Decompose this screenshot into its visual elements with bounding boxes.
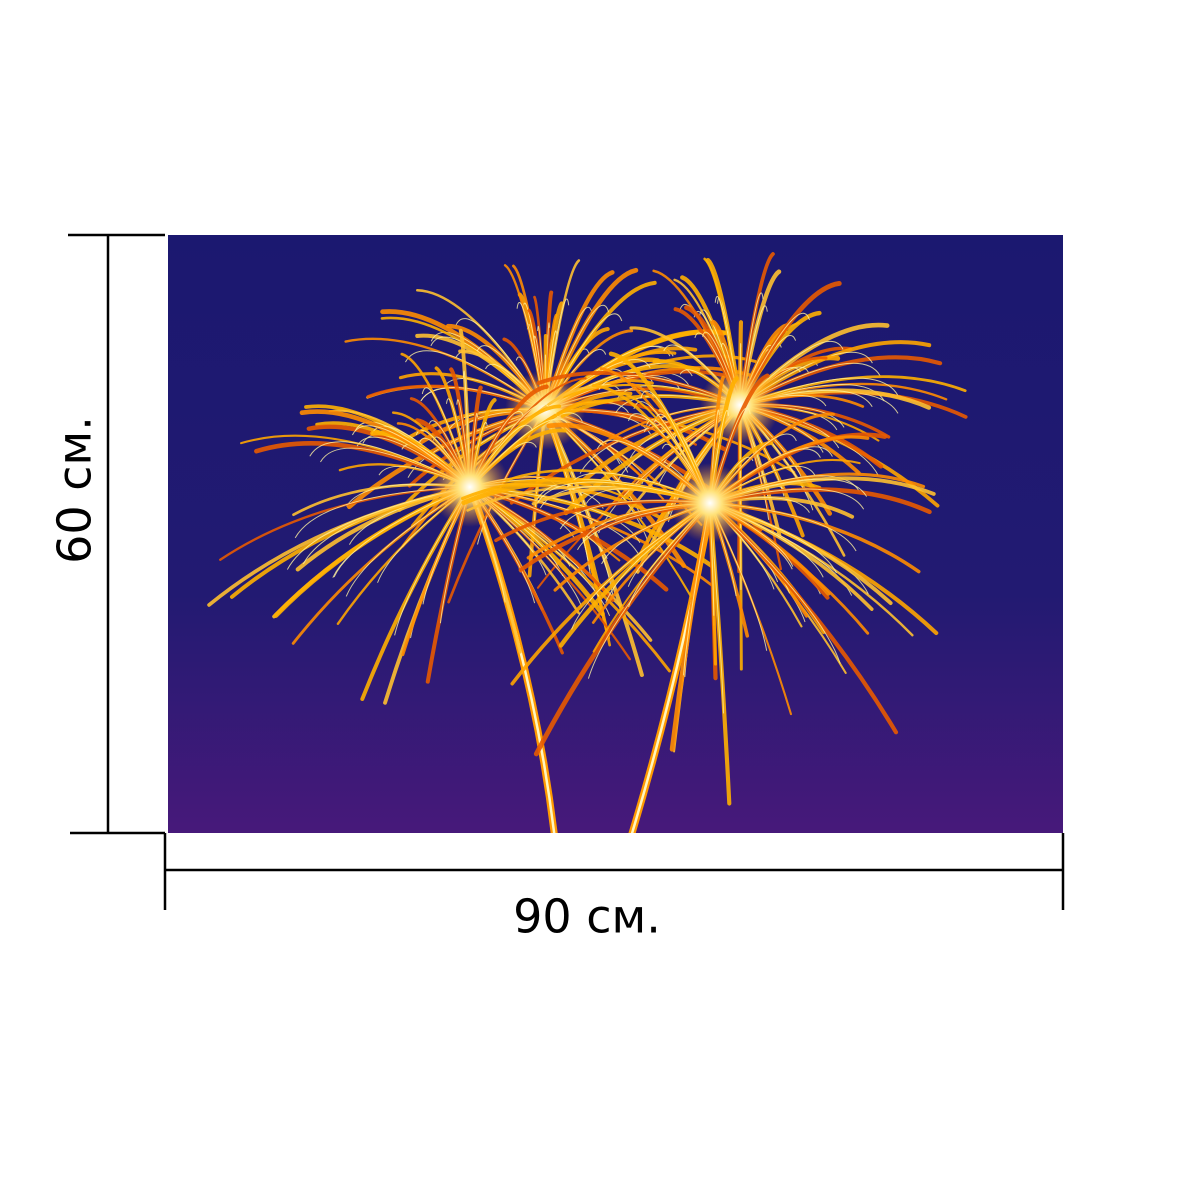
spark <box>430 447 510 527</box>
fireworks <box>207 252 968 833</box>
height-label: 60 см. <box>48 416 102 564</box>
width-label: 90 см. <box>513 890 661 944</box>
spark <box>670 463 750 543</box>
print-image <box>168 235 1063 833</box>
